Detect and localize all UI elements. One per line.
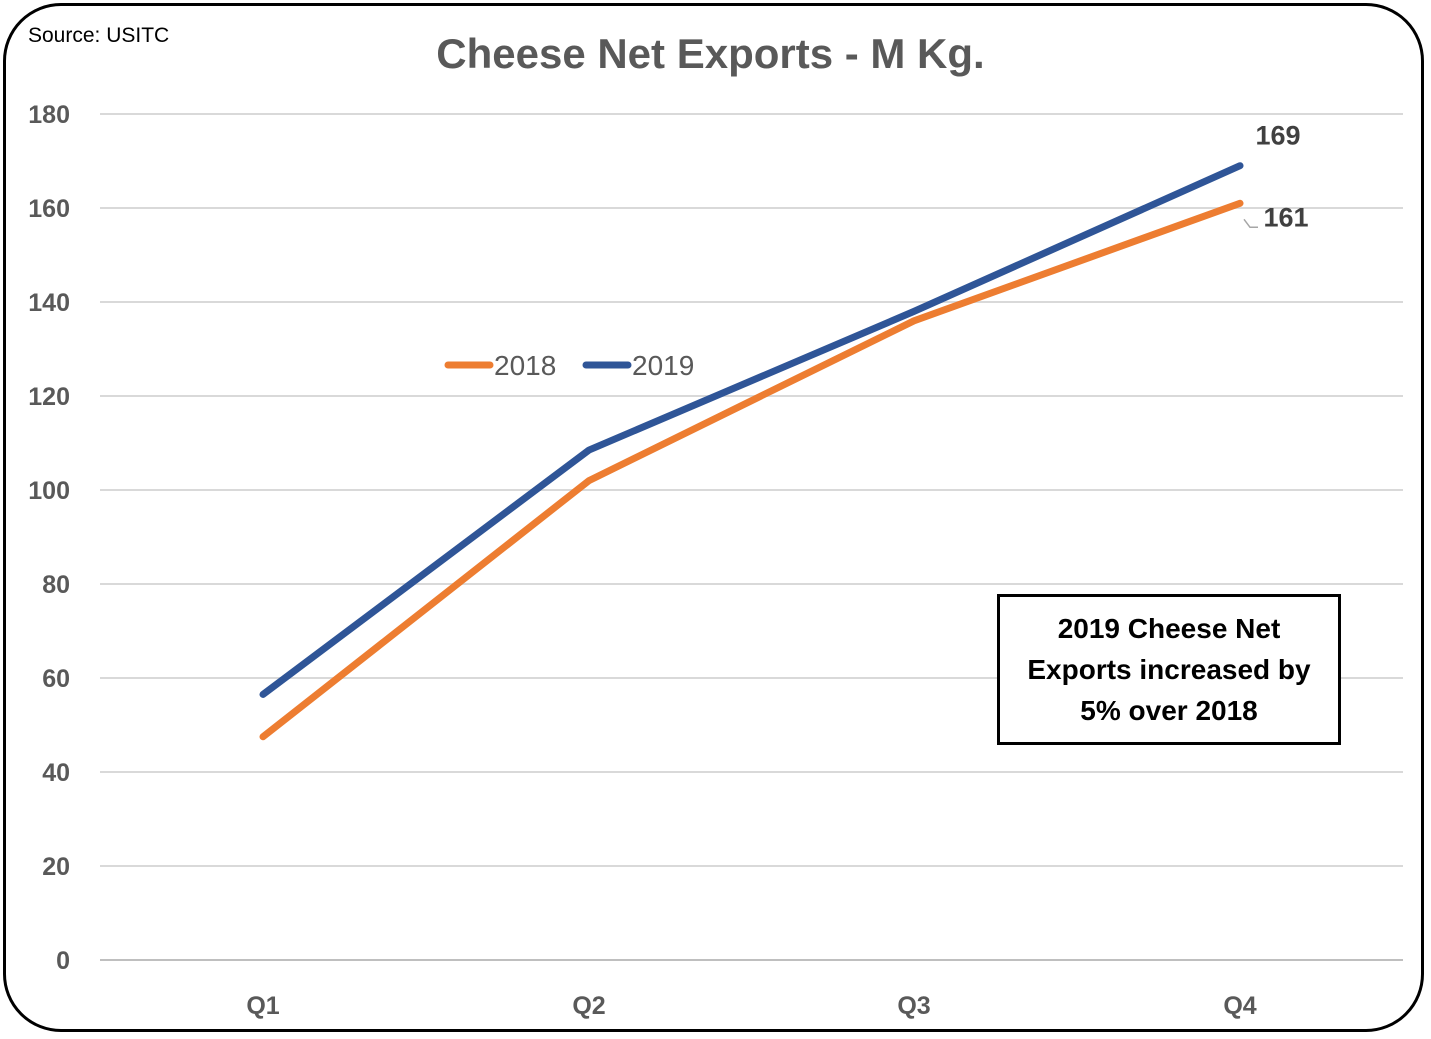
y-tick-160: 160: [28, 195, 70, 223]
series-line-2018: [259, 199, 1244, 741]
y-tick-140: 140: [28, 289, 70, 317]
annotation-box: 2019 Cheese Net Exports increased by 5% …: [997, 594, 1341, 745]
y-tick-180: 180: [28, 101, 70, 129]
y-tick-20: 20: [42, 853, 70, 881]
x-tick-q4: Q4: [1223, 992, 1256, 1020]
y-tick-100: 100: [28, 477, 70, 505]
x-tick-labels: Q1 Q2 Q3 Q4: [246, 992, 1256, 1020]
data-label-leader: [1243, 218, 1258, 229]
x-tick-q1: Q1: [246, 992, 279, 1020]
y-tick-40: 40: [42, 759, 70, 787]
y-tick-labels: 0 20 40 60 80 100 120 140 160 180: [28, 101, 70, 975]
x-tick-q2: Q2: [572, 992, 605, 1020]
y-tick-80: 80: [42, 571, 70, 599]
data-label-2018-q4: 161: [1263, 202, 1308, 232]
source-note: Source: USITC: [28, 24, 170, 47]
chart-title: Cheese Net Exports - M Kg.: [436, 30, 985, 77]
y-tick-60: 60: [42, 665, 70, 693]
series-lines: [259, 162, 1244, 741]
legend-label-2019: 2019: [632, 350, 694, 381]
data-labels: 169 161: [1243, 121, 1309, 232]
chart-frame: [3, 3, 1424, 1032]
gridlines: [100, 113, 1403, 961]
data-label-2019-q4: 169: [1255, 121, 1300, 151]
legend-label-2018: 2018: [494, 350, 556, 381]
legend: 2018 2019: [444, 350, 694, 381]
y-tick-0: 0: [56, 947, 70, 975]
y-tick-120: 120: [28, 383, 70, 411]
series-line-2019: [259, 162, 1244, 698]
x-tick-q3: Q3: [897, 992, 930, 1020]
